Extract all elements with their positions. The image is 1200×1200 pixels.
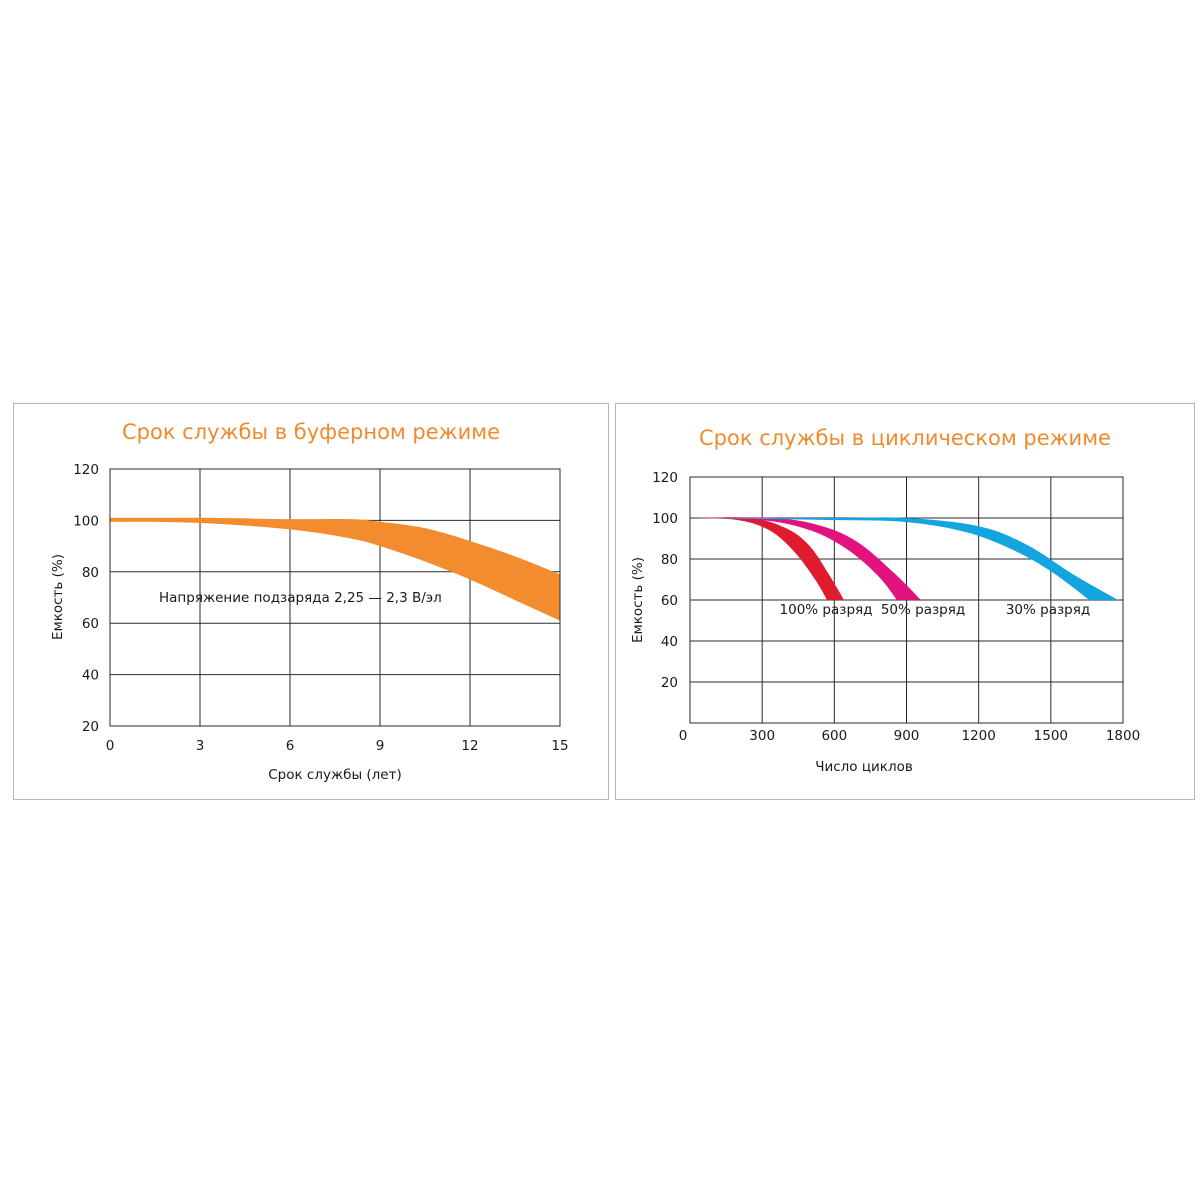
y-tick-label: 120: [652, 470, 678, 486]
y-tick-label: 100: [73, 513, 99, 529]
series-label: 50% разряд: [881, 602, 965, 618]
x-tick-label: 3: [196, 738, 205, 754]
y-tick-label: 80: [661, 552, 678, 568]
x-tick-label: 9: [376, 738, 385, 754]
y-tick-label: 60: [661, 593, 678, 609]
x-tick-label: 0: [679, 728, 688, 744]
y-tick-label: 40: [661, 634, 678, 650]
capacity-band: [690, 517, 844, 600]
float-life-chart: 0 3 6 9 12 15 120 100 80 60 40 20 Срок службы (лет) Е…: [50, 462, 569, 783]
x-tick-label: 600: [821, 728, 847, 744]
cycle-life-chart-panel: Срок службы в циклическом режиме 0 300 600…: [615, 403, 1195, 800]
y-tick-label: 20: [82, 719, 99, 735]
capacity-band: [690, 517, 1119, 600]
capacity-band: [110, 517, 560, 621]
x-tick-label: 12: [461, 738, 478, 754]
y-tick-label: 100: [652, 511, 678, 527]
y-axis-label: Емкость (%): [630, 557, 646, 643]
x-tick-label: 300: [749, 728, 775, 744]
x-tick-label: 0: [106, 738, 115, 754]
y-tick-label: 40: [82, 668, 99, 684]
y-tick-label: 60: [82, 616, 99, 632]
chart-title: Срок службы в циклическом режиме: [699, 426, 1111, 450]
y-axis-label: Емкость (%): [50, 554, 66, 640]
x-tick-label: 1800: [1106, 728, 1140, 744]
x-tick-label: 15: [551, 738, 568, 754]
y-tick-label: 80: [82, 565, 99, 581]
y-tick-label: 20: [661, 675, 678, 691]
float-life-chart-panel: Срок службы в буферном режиме 0 3 6 9 12 15 12…: [13, 403, 609, 800]
x-tick-label: 900: [894, 728, 920, 744]
x-tick-label: 6: [286, 738, 295, 754]
x-tick-label: 1200: [961, 728, 995, 744]
y-tick-label: 120: [73, 462, 99, 478]
plot-frame: [689, 476, 1124, 724]
cycle-life-chart: 0 300 600 900 1200 1500 1800 120 100 80 60 40 20 Числ…: [630, 470, 1140, 775]
chart-title: Срок службы в буферном режиме: [121, 420, 501, 444]
x-axis-label: Число циклов: [815, 759, 913, 775]
x-axis-label: Срок службы (лет): [268, 767, 402, 783]
series-label: 100% разряд: [780, 602, 873, 618]
plot-frame: [109, 468, 561, 727]
x-tick-label: 1500: [1034, 728, 1068, 744]
series-label: 30% разряд: [1006, 602, 1090, 618]
float-voltage-annotation: Напряжение подзаряда 2,25 — 2,3 В/эл: [159, 590, 442, 606]
capacity-band: [690, 517, 921, 600]
